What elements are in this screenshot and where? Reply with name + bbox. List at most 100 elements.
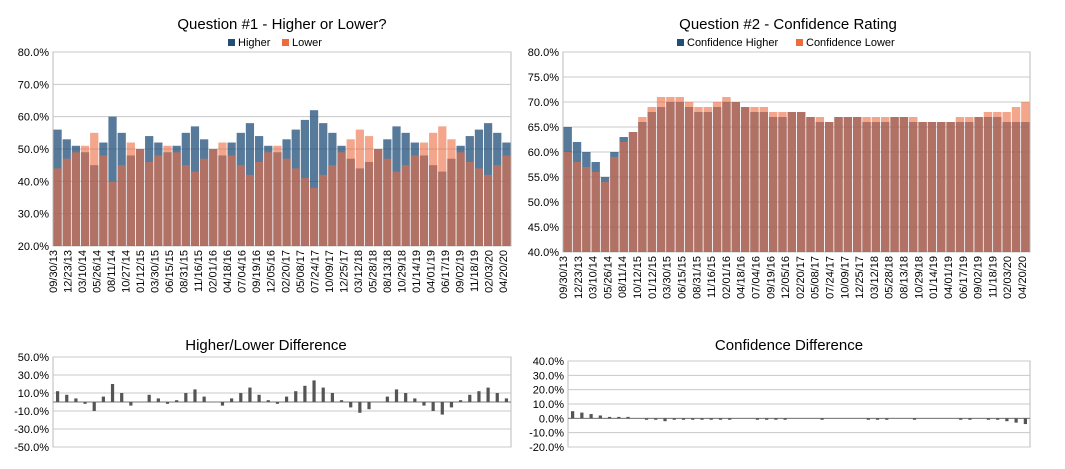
q2-bar-b — [600, 182, 610, 252]
d2-bar — [885, 418, 889, 420]
q1-bar-b — [328, 165, 337, 246]
q1-y-tick-label: 40.0% — [18, 176, 49, 188]
chart-q1-legend-lower: Lower — [292, 37, 322, 49]
q1-bar-b — [483, 174, 493, 246]
chart-d2-y-tick-labels: 40.0% 30.0% 20.0% 10.0% 0.0% -10.0% -20.0% — [529, 356, 564, 454]
d1-y-tick-label: 30.0% — [18, 370, 49, 382]
q1-bar-b — [273, 145, 282, 246]
d2-y-tick-label: 10.0% — [533, 399, 564, 411]
q1-bar-b — [181, 165, 190, 246]
q2-y-tick-label: 65.0% — [528, 122, 559, 134]
d2-y-tick-label: -20.0% — [529, 442, 564, 454]
chart-d1-gridlines — [53, 356, 511, 448]
q1-bar-b — [163, 145, 172, 246]
d1-bar — [110, 384, 115, 402]
q1-bar-b — [337, 152, 346, 246]
d1-bar — [83, 402, 87, 404]
q2-bar-b — [853, 117, 862, 252]
q2-x-tick-label: 09/02/19 — [973, 256, 985, 299]
chart-q1-legend-higher: Higher — [238, 37, 271, 49]
q2-bar-b — [768, 112, 778, 252]
q2-x-tick-label: 03/30/15 — [662, 256, 674, 299]
d1-bar — [257, 394, 261, 402]
q2-x-tick-label: 02/03/20 — [1002, 256, 1014, 299]
q2-x-tick-label: 06/15/15 — [676, 256, 688, 299]
d1-bar — [193, 389, 197, 402]
q1-bar-b — [493, 165, 502, 246]
q1-x-tick-label: 02/20/17 — [280, 250, 292, 293]
d2-bar — [691, 418, 695, 420]
q1-bar-b — [282, 158, 291, 246]
q1-bar-b — [410, 155, 419, 246]
d2-bar — [986, 418, 991, 420]
chart-q2: Question #2 - Confidence Rating Confiden… — [528, 16, 1031, 299]
q1-bar-b — [346, 139, 355, 246]
d2-y-tick-label: 40.0% — [533, 356, 564, 368]
q1-y-tick-label: 60.0% — [18, 112, 49, 124]
q1-bar-b — [108, 181, 117, 246]
q2-bar-b — [834, 117, 843, 252]
d1-bar — [422, 402, 426, 406]
d1-bar — [321, 387, 325, 402]
d2-bar — [681, 418, 686, 420]
q2-x-tick-label: 09/19/16 — [765, 256, 777, 299]
q1-bar-b — [264, 152, 273, 246]
d1-bar — [129, 402, 133, 406]
q1-bar-b — [502, 155, 511, 246]
chart-q1: Question #1 - Higher or Lower? Higher Lo… — [18, 16, 512, 293]
d2-bar — [755, 418, 760, 420]
q1-x-tick-label: 05/28/18 — [367, 250, 379, 293]
d2-bar — [580, 412, 584, 419]
d1-bar — [303, 385, 307, 402]
d2-bar — [996, 418, 1000, 420]
q2-x-tick-label: 06/17/19 — [958, 256, 970, 299]
q1-bar-b — [62, 158, 71, 246]
d2-bar — [774, 418, 778, 420]
d1-bar — [330, 393, 334, 402]
q1-x-tick-label: 07/04/16 — [237, 250, 249, 293]
q1-bar-b — [245, 174, 255, 246]
d1-bar — [65, 394, 69, 402]
q2-x-tick-label: 08/13/18 — [899, 256, 911, 299]
q1-bar-b — [126, 142, 135, 246]
q1-x-tick-label: 07/24/17 — [309, 250, 321, 293]
q1-bar-b — [90, 132, 99, 246]
q1-y-tick-label: 20.0% — [18, 241, 49, 253]
d2-bar — [866, 418, 870, 420]
d2-bar — [1023, 418, 1027, 425]
q1-bar-b — [117, 165, 126, 246]
q1-bar-b — [291, 168, 300, 246]
chart-q1-legend-swatch-lower — [282, 39, 289, 46]
q1-x-tick-label: 02/01/16 — [208, 250, 220, 293]
d1-bar — [220, 402, 225, 406]
d1-bar — [358, 402, 362, 413]
d2-bar — [654, 418, 658, 420]
d2-y-tick-label: 0.0% — [539, 413, 564, 425]
d1-bar — [449, 402, 454, 408]
chart-q1-y-tick-labels: 80.0% 70.0% 60.0% 50.0% 40.0% 30.0% 20.0% — [18, 47, 49, 253]
chart-d1-y-tick-labels: 50.0% 30.0% 10.0% -10.0% -30.0% -50.0% — [14, 352, 49, 454]
q2-bar-b — [591, 172, 600, 252]
d1-y-tick-label: 10.0% — [18, 388, 49, 400]
q1-x-tick-label: 03/30/15 — [150, 250, 162, 293]
q2-x-tick-label: 05/28/18 — [884, 256, 896, 299]
q1-bar-b — [465, 161, 474, 246]
q1-x-tick-label: 09/19/16 — [251, 250, 263, 293]
q2-bar-b — [656, 97, 666, 252]
q2-x-tick-label: 10/09/17 — [839, 256, 851, 299]
q1-bar-b — [227, 155, 236, 246]
d2-bar — [589, 414, 593, 419]
d2-y-tick-label: 30.0% — [533, 370, 564, 382]
q1-x-tick-label: 04/20/20 — [498, 250, 510, 293]
q2-x-tick-label: 12/05/16 — [780, 256, 792, 299]
q2-bar-b — [909, 117, 918, 252]
q1-bar-a — [309, 110, 319, 246]
q1-x-tick-label: 06/15/15 — [164, 250, 176, 293]
d2-bar — [571, 411, 575, 419]
q2-bar-b — [675, 97, 684, 252]
q2-x-tick-label: 11/18/19 — [987, 256, 999, 298]
q2-y-tick-label: 70.0% — [528, 97, 559, 109]
chart-q1-bars — [53, 110, 511, 247]
d2-bar — [700, 418, 704, 420]
q2-x-tick-label: 10/29/18 — [913, 256, 925, 299]
